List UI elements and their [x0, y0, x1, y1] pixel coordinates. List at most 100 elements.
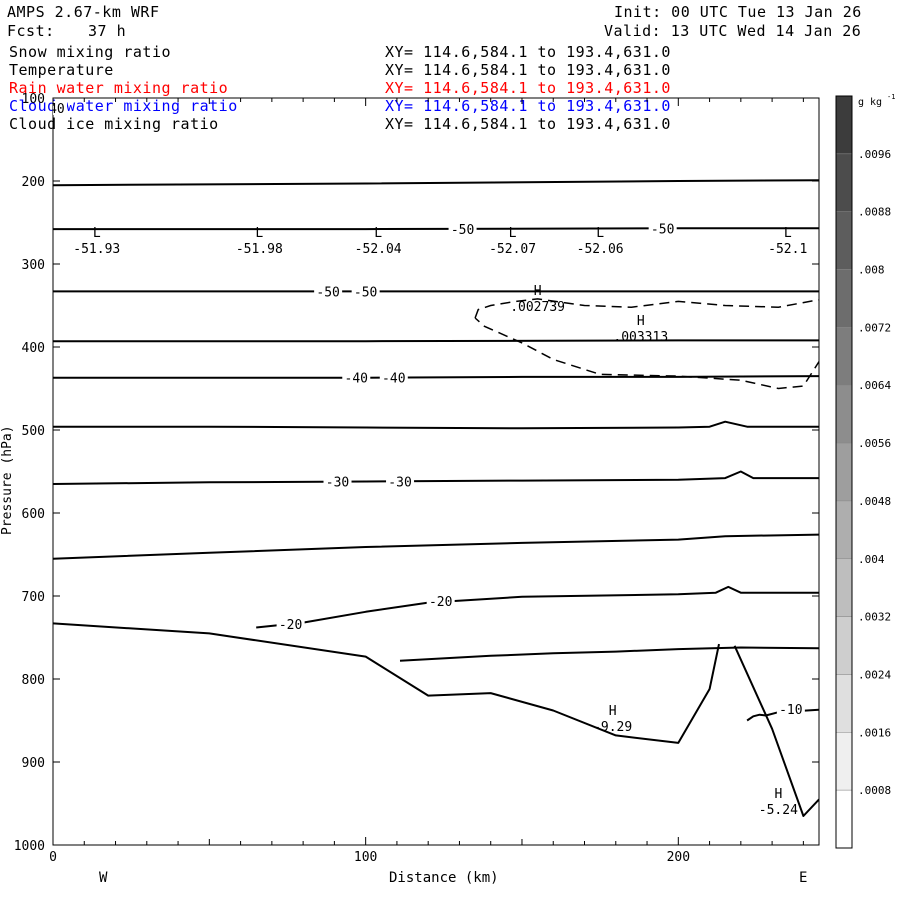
colorbar-segment [835, 500, 853, 560]
variable-xy-temperature: XY= 114.6,584.1 to 193.4,631.0 [385, 61, 671, 79]
x-tick-label: 100 [354, 850, 377, 865]
isotherm-line [53, 622, 720, 744]
contour-label: -20 [429, 595, 452, 610]
colorbar-segment [835, 616, 853, 675]
model-title: AMPS 2.67-km WRF [7, 3, 160, 21]
cloud-ice-contour [474, 298, 819, 390]
extremum-marker: H [534, 284, 542, 299]
colorbar-segment [835, 732, 853, 791]
isotherm-line [53, 339, 819, 343]
extremum-value: .002739 [510, 300, 565, 315]
extremum-value: -52.04 [355, 242, 402, 257]
y-tick-label: 900 [22, 756, 45, 771]
colorbar-label: .0056 [858, 437, 891, 450]
isotherm-line [399, 646, 819, 662]
colorbar-segment [835, 789, 853, 849]
colorbar-segment [835, 327, 853, 386]
variable-name-cloud-ice: Cloud ice mixing ratio [9, 115, 219, 133]
variable-name-temperature: Temperature [9, 61, 114, 79]
contour-label: -40 [345, 372, 368, 387]
y-tick-label: 500 [22, 424, 45, 439]
east-label: E [799, 870, 807, 886]
extremum-marker: L [784, 226, 792, 241]
contour-label: -50 [316, 285, 339, 300]
plot-data: -50 -50-50 -50-40 -40-30 -30-20-20-10-40L-51… [53, 100, 819, 818]
forecast-label: Fcst: [7, 22, 55, 40]
colorbar-label: .0096 [858, 148, 891, 161]
extremum-marker: H [609, 704, 617, 719]
colorbar-segment [835, 153, 853, 212]
isotherm-line [53, 470, 819, 485]
extremum-marker: H [774, 787, 782, 802]
plot-border [52, 97, 820, 846]
isotherm-line [53, 227, 819, 231]
y-tick-label: 700 [22, 590, 45, 605]
isotherm-line [53, 420, 819, 430]
contour-label: -10 [779, 703, 802, 718]
colorbar: g kg -1 .0096 .0088 .008 .0072 .0064 .0056 .00… [835, 93, 895, 849]
isotherm-line [53, 179, 819, 187]
extremum-value: .003313 [613, 330, 668, 345]
extremum-marker: L [93, 226, 101, 241]
contour-label-bg [379, 370, 408, 385]
colorbar-segment [835, 558, 853, 617]
colorbar-label: .004 [858, 553, 885, 566]
contour-label-bg [386, 474, 415, 489]
contour-label: -30 [388, 475, 411, 490]
plot-frame [52, 97, 820, 846]
isotherm-line [256, 585, 819, 629]
variable-name-rain: Rain water mixing ratio [9, 79, 229, 97]
variable-xy-cloud-water: XY= 114.6,584.1 to 193.4,631.0 [385, 97, 671, 115]
contour-label-bg [53, 100, 67, 115]
colorbar-segment [835, 674, 853, 733]
colorbar-label: .0032 [858, 611, 891, 624]
colorbar-label: .0024 [858, 668, 891, 681]
y-tick-label: 400 [22, 341, 45, 356]
x-tick-label: 200 [667, 850, 690, 865]
y-axis-title: Pressure (hPa) [0, 425, 15, 535]
x-axis-title: Distance (km) [389, 870, 499, 886]
colorbar-segment [835, 384, 853, 444]
contour-label-bg [448, 222, 477, 237]
colorbar-unit: g kg [858, 97, 882, 108]
extremum-marker: L [596, 226, 604, 241]
extremum-marker: H [637, 314, 645, 329]
colorbar-label: .008 [858, 264, 885, 277]
extremum-marker: L [255, 226, 263, 241]
forecast-hours: 37 h [88, 22, 127, 40]
contour-label-bg [776, 701, 805, 716]
y-tick-label: 600 [22, 507, 45, 522]
variable-xy-cloud-ice: XY= 114.6,584.1 to 193.4,631.0 [385, 115, 671, 133]
extremum-value: -5.24 [759, 803, 798, 818]
contour-label-bg [351, 284, 380, 299]
plot-axes: Distance (km) Pressure (hPa) W E 100 200 3… [0, 92, 819, 886]
isotherm-line [53, 375, 819, 379]
y-tick-label: 800 [22, 673, 45, 688]
isotherm-line [53, 533, 819, 560]
valid-time: Valid: 13 UTC Wed 14 Jan 26 [604, 22, 862, 40]
contour-label-bg [276, 617, 305, 632]
contour-label-bg [323, 474, 352, 489]
y-tick-label: 1000 [14, 839, 45, 854]
extremum-value: -9.29 [593, 720, 632, 735]
variable-xy-rain: XY= 114.6,584.1 to 193.4,631.0 [385, 79, 671, 97]
variable-name-snow: Snow mixing ratio [9, 43, 172, 61]
colorbar-segment [835, 95, 853, 155]
isotherm-line [733, 645, 819, 817]
extremum-value: -51.98 [236, 242, 283, 257]
extremum-marker: L [374, 226, 382, 241]
extremum-value: -52.06 [577, 242, 624, 257]
colorbar-segment [835, 442, 853, 502]
variable-xy-snow: XY= 114.6,584.1 to 193.4,631.0 [385, 43, 671, 61]
colorbar-segment [835, 211, 853, 270]
contour-label: -50 [651, 222, 674, 237]
colorbar-label: .0016 [858, 726, 891, 739]
contour-label: -20 [279, 618, 302, 633]
contour-label: -50 [354, 285, 377, 300]
contour-label-bg [648, 221, 677, 236]
west-label: W [99, 870, 108, 886]
y-tick-label: 300 [22, 258, 45, 273]
colorbar-label: .0064 [858, 379, 891, 392]
contour-label-bg [342, 370, 371, 385]
